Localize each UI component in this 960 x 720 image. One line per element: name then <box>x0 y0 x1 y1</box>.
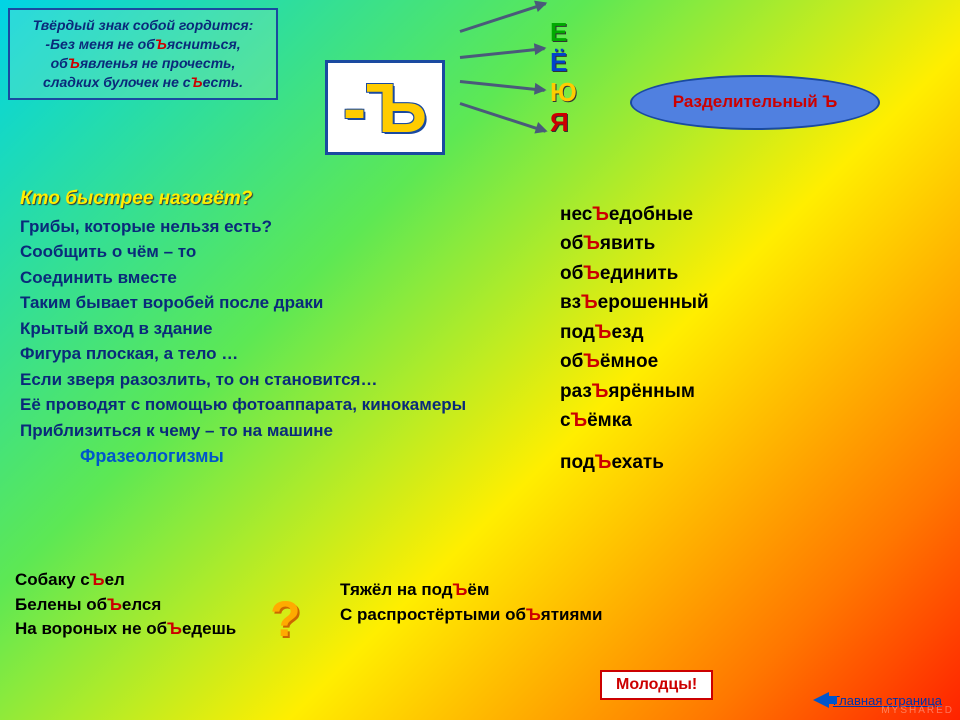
poem-l1: Твёрдый знак собой гордится: <box>16 16 270 35</box>
watermark: MYSHARED <box>881 705 954 716</box>
answer-1: несЪедобные <box>560 200 920 229</box>
back-arrow-icon <box>813 692 829 708</box>
hard-sign-letter: -Ъ <box>343 68 427 148</box>
question-6: Фигура плоская, а тело … <box>20 341 520 367</box>
poem-l4: сладких булочек не сЪесть. <box>16 73 270 92</box>
letter-box: -Ъ <box>325 60 445 155</box>
title-badge: Разделительный Ъ <box>630 75 880 130</box>
vowel-ya: Я <box>550 108 577 138</box>
answer-7: разЪярённым <box>560 377 920 406</box>
question-8: Её проводят с помощью фотоаппарата, кино… <box>20 392 520 418</box>
idiom-2: Белены обЪелся <box>15 593 236 618</box>
answer-9: подЪехать <box>560 448 920 477</box>
vowels-list: Е Ё Ю Я <box>550 18 577 138</box>
idiom-4: Тяжёл на подЪём <box>340 578 602 603</box>
well-done-badge: Молодцы! <box>600 670 713 700</box>
question-mark-icon: ? <box>270 590 301 648</box>
vowel-yu: Ю <box>550 78 577 108</box>
arrow-icon <box>460 47 545 59</box>
poem-l3: обЪявленья не прочесть, <box>16 54 270 73</box>
question-4: Таким бывает воробей после драки <box>20 290 520 316</box>
idioms-left: Собаку сЪел Белены обЪелся На вороных не… <box>15 568 236 642</box>
question-1: Грибы, которые нельзя есть? <box>20 214 520 240</box>
phraseologisms-label: Фразеологизмы <box>80 443 520 470</box>
poem-l2: -Без меня не обЪясниться, <box>16 35 270 54</box>
question-7: Если зверя разозлить, то он становится… <box>20 367 520 393</box>
question-2: Сообщить о чём – то <box>20 239 520 265</box>
poem-box: Твёрдый знак собой гордится: -Без меня н… <box>8 8 278 100</box>
answer-4: взЪерошенный <box>560 288 920 317</box>
answer-6: обЪёмное <box>560 347 920 376</box>
vowel-e: Е <box>550 18 577 48</box>
answer-3: обЪединить <box>560 259 920 288</box>
idiom-3: На вороных не обЪедешь <box>15 617 236 642</box>
answer-5: подЪезд <box>560 318 920 347</box>
questions-title: Кто быстрее назовёт? <box>20 185 520 214</box>
idioms-right: Тяжёл на подЪём С распростёртыми обЪятия… <box>340 578 602 627</box>
question-3: Соединить вместе <box>20 265 520 291</box>
idiom-1: Собаку сЪел <box>15 568 236 593</box>
vowel-yo: Ё <box>550 48 577 78</box>
arrow-icon <box>460 80 545 92</box>
answers-block: несЪедобные обЪявить обЪединить взЪероше… <box>560 200 920 477</box>
question-9: Приблизиться к чему – то на машине <box>20 418 520 444</box>
badge-text: Разделительный Ъ <box>673 93 838 112</box>
question-5: Крытый вход в здание <box>20 316 520 342</box>
arrow-icon <box>460 102 547 133</box>
answer-8: сЪёмка <box>560 406 920 435</box>
arrow-icon <box>460 2 547 33</box>
answer-2: обЪявить <box>560 229 920 258</box>
questions-block: Кто быстрее назовёт? Грибы, которые нель… <box>20 185 520 470</box>
idiom-5: С распростёртыми обЪятиями <box>340 603 602 628</box>
